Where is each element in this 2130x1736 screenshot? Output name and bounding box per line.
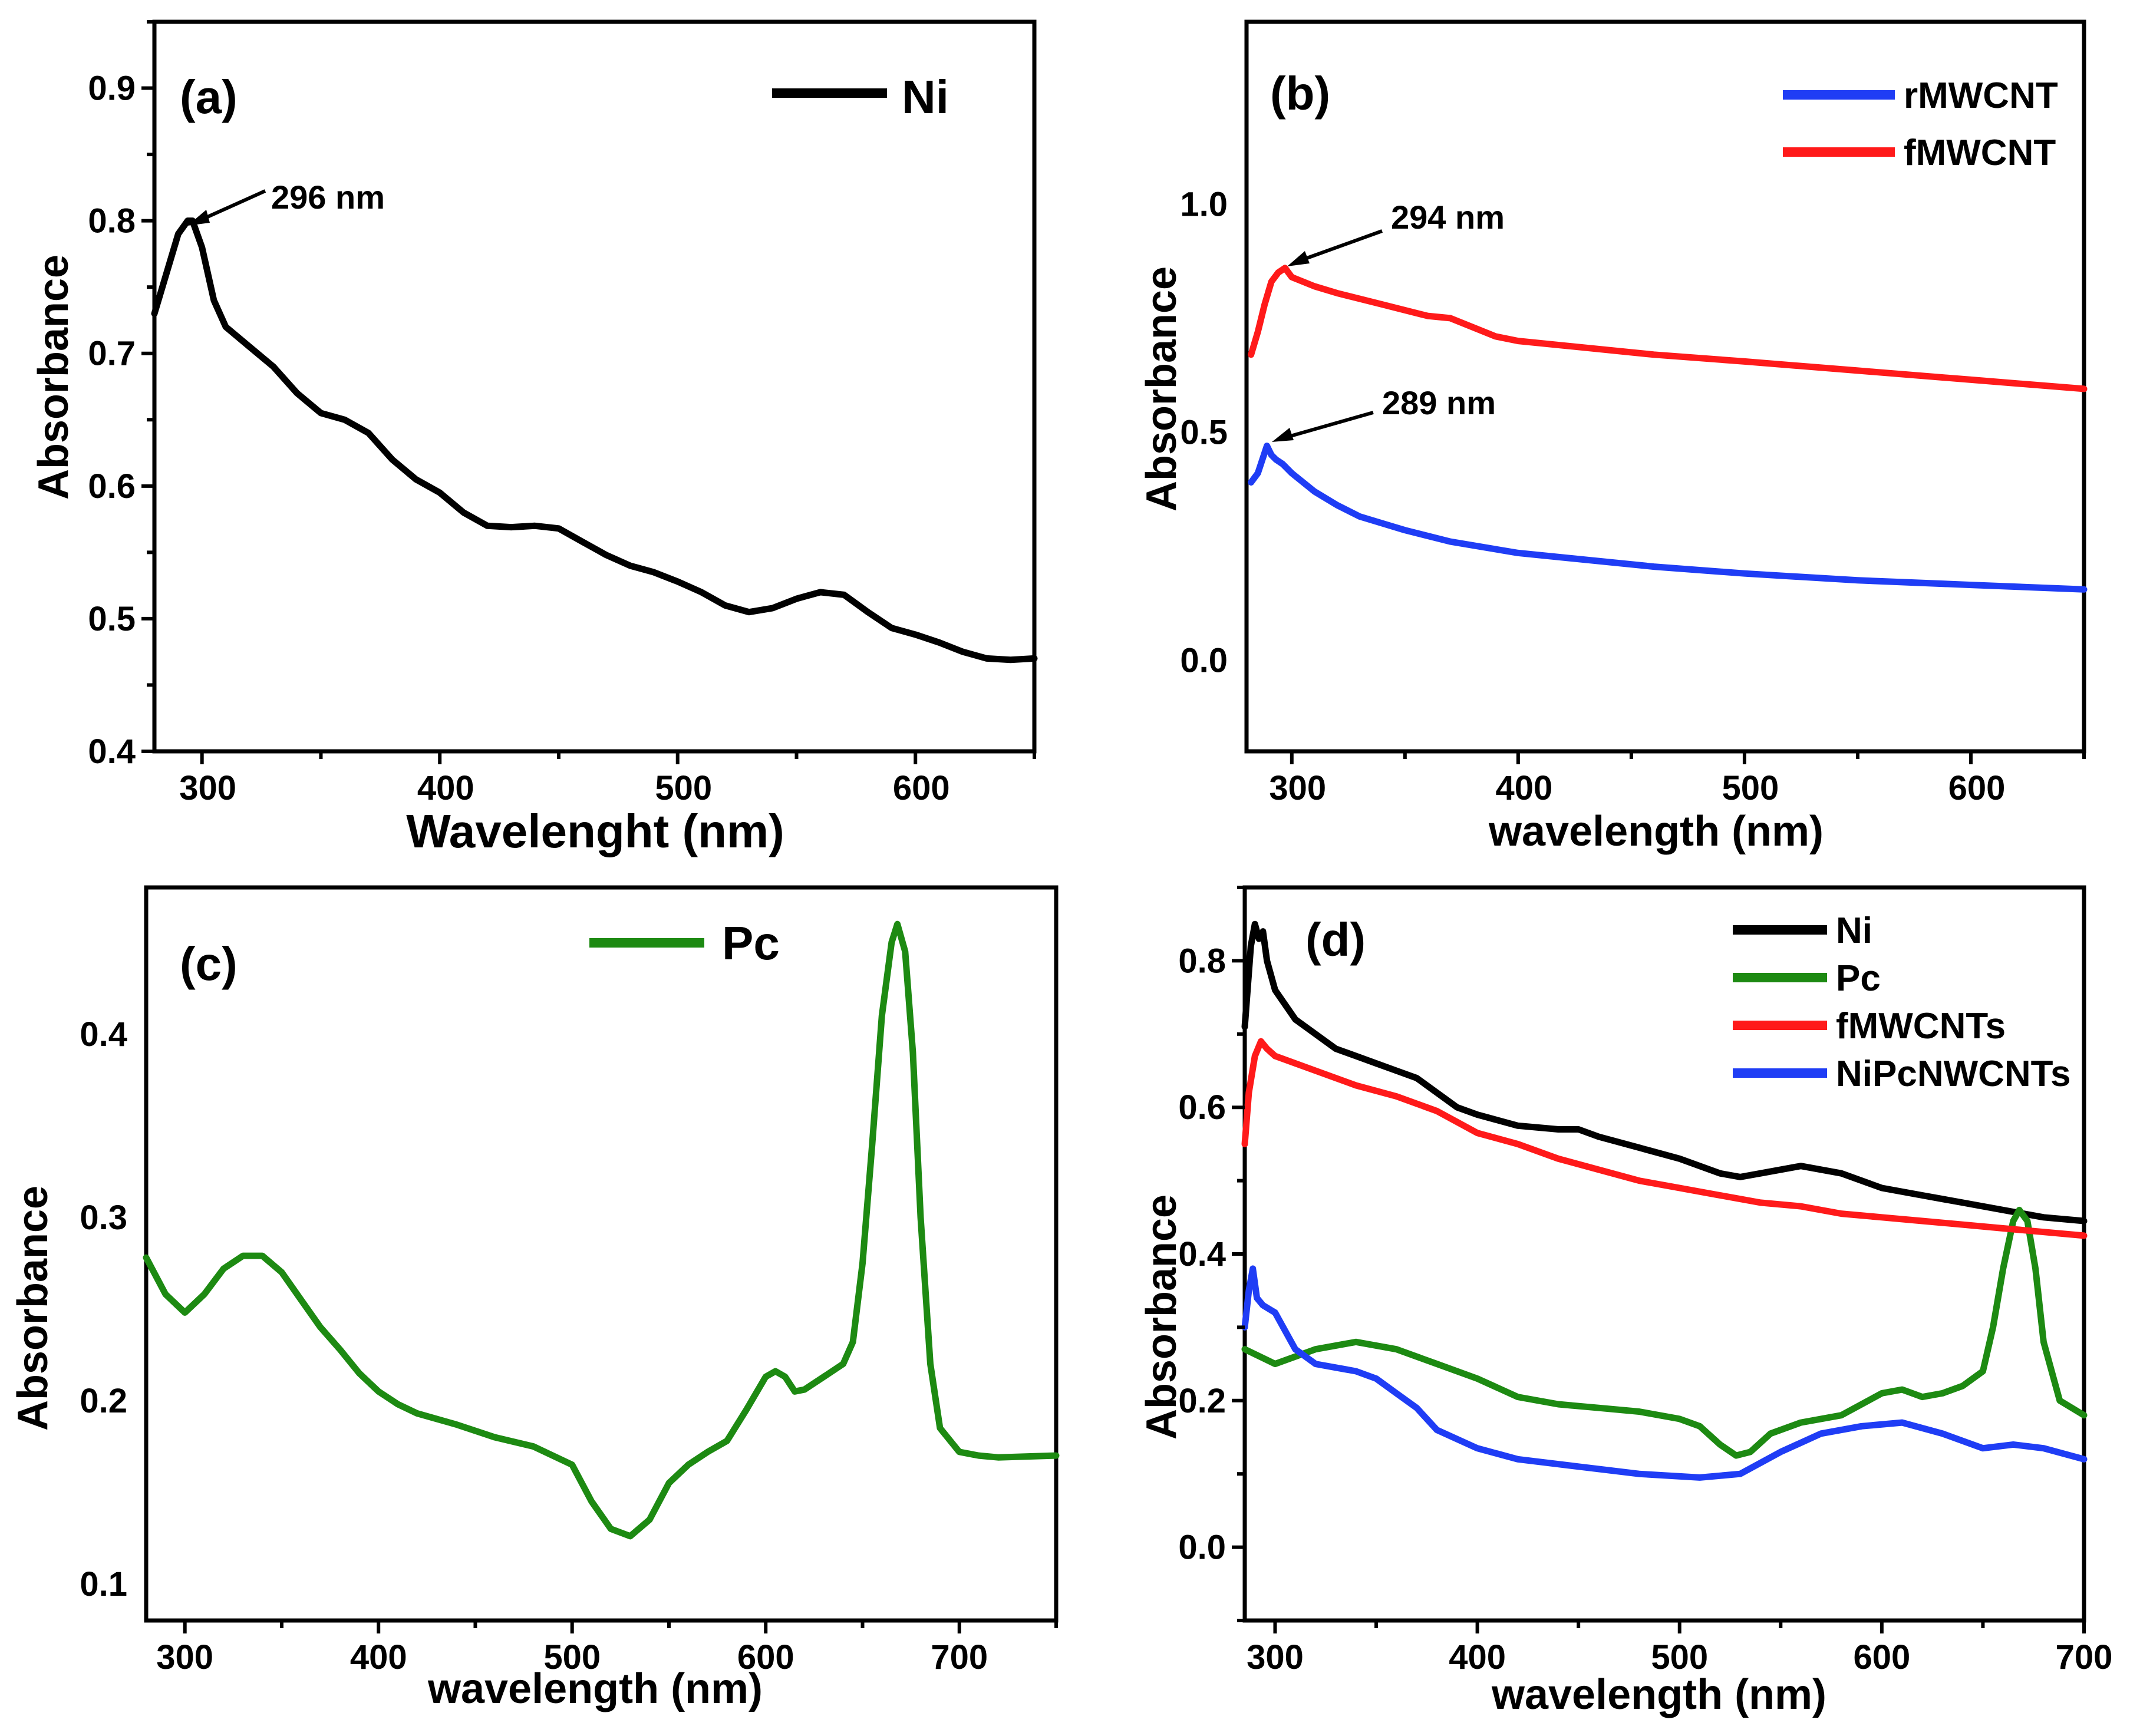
panel-label: (a) bbox=[180, 71, 238, 123]
legend-label: Pc bbox=[722, 917, 780, 969]
x-tick-label: 300 bbox=[156, 1638, 213, 1676]
panel-label: (b) bbox=[1270, 67, 1330, 120]
y-tick-label: 0.5 bbox=[88, 600, 136, 638]
annotation-arrowhead bbox=[1272, 428, 1294, 442]
series-line-ni bbox=[151, 217, 1038, 664]
legend-label: NiPcNWCNTs bbox=[1836, 1054, 2070, 1094]
y-tick-label: 1.0 bbox=[1180, 186, 1228, 224]
xlabel: wavelength (nm) bbox=[1488, 808, 1824, 855]
plot-frame bbox=[144, 885, 1059, 1623]
series-line-ni bbox=[1241, 920, 2088, 1225]
y-tick-label: 0.6 bbox=[88, 467, 136, 506]
ylabel: Absorbance bbox=[30, 255, 77, 500]
y-tick-label: 0.6 bbox=[1178, 1088, 1226, 1127]
x-tick-label: 500 bbox=[655, 769, 712, 807]
y-tick-label: 0.2 bbox=[80, 1382, 127, 1420]
xlabel: wavelength (nm) bbox=[427, 1665, 763, 1712]
y-tick-label: 0.0 bbox=[1178, 1529, 1226, 1567]
annotation: 296 nm bbox=[271, 179, 385, 216]
y-tick-label: 0.4 bbox=[80, 1015, 127, 1054]
legend-label: Ni bbox=[1836, 910, 1872, 951]
plot-frame bbox=[1242, 885, 2086, 1623]
y-tick-label: 0.4 bbox=[1178, 1235, 1226, 1273]
y-tick-label: 0.0 bbox=[1180, 641, 1228, 679]
panel-d: Absorbance wavelength (nm) (d) Ni Pc fMW… bbox=[1138, 885, 2113, 1718]
x-tick-label: 600 bbox=[737, 1638, 794, 1676]
x-tick-label: 500 bbox=[1722, 769, 1779, 807]
xlabel: wavelength (nm) bbox=[1491, 1671, 1826, 1718]
x-tick-label: 400 bbox=[1495, 769, 1552, 807]
x-tick-label: 600 bbox=[893, 769, 950, 807]
x-tick-label: 300 bbox=[1247, 1638, 1304, 1676]
x-tick-label: 700 bbox=[931, 1638, 988, 1676]
x-tick-label: 700 bbox=[2056, 1638, 2113, 1676]
y-tick-label: 0.1 bbox=[80, 1565, 127, 1603]
panel-c: Absorbance wavelength (nm) (c) Pc 300 400… bbox=[9, 885, 1060, 1712]
legend-label: rMWCNT bbox=[1904, 75, 2058, 116]
ylabel: Absorbance bbox=[1138, 266, 1185, 511]
x-tick-label: 400 bbox=[417, 769, 474, 807]
legend-label: fMWCNTs bbox=[1836, 1006, 2006, 1047]
y-tick-label: 0.5 bbox=[1180, 413, 1228, 451]
y-tick-label: 0.3 bbox=[80, 1199, 127, 1237]
y-tick-label: 0.7 bbox=[88, 335, 136, 373]
y-tick-label: 0.9 bbox=[88, 70, 136, 108]
ylabel: Absorbance bbox=[1138, 1194, 1185, 1440]
y-tick-label: 0.8 bbox=[88, 202, 136, 240]
legend-label: Ni bbox=[902, 71, 949, 123]
x-tick-label: 400 bbox=[1449, 1638, 1506, 1676]
series-line-pc bbox=[1241, 1206, 2088, 1459]
panel-a: Absorbance Wavelenght (nm) (a) Ni 296 nm… bbox=[30, 19, 1038, 857]
annotation: 294 nm bbox=[1391, 199, 1505, 236]
ylabel: Absorbance bbox=[9, 1186, 57, 1431]
x-tick-label: 300 bbox=[1269, 769, 1326, 807]
y-tick-label: 0.4 bbox=[88, 732, 136, 771]
series-line-rmwcnt bbox=[1248, 443, 2088, 593]
panel-b: Absorbance wavelength (nm) (b) rMWCNT fM… bbox=[1138, 19, 2088, 855]
legend-label: fMWCNT bbox=[1904, 133, 2056, 173]
annotation-arrowhead bbox=[1287, 251, 1310, 266]
plot-frame bbox=[152, 19, 1037, 754]
annotation-arrow bbox=[1294, 229, 1383, 264]
x-tick-label: 600 bbox=[1853, 1638, 1910, 1676]
xlabel: Wavelenght (nm) bbox=[406, 805, 784, 857]
series-line-nipcnwcnts bbox=[1241, 1265, 2088, 1481]
annotation: 289 nm bbox=[1382, 384, 1496, 421]
x-tick-label: 500 bbox=[543, 1638, 601, 1676]
legend-label: Pc bbox=[1836, 958, 1881, 999]
x-tick-label: 400 bbox=[350, 1638, 407, 1676]
y-tick-label: 0.2 bbox=[1178, 1382, 1226, 1420]
x-tick-label: 500 bbox=[1651, 1638, 1708, 1676]
x-tick-label: 600 bbox=[1948, 769, 2006, 807]
series-line-fmwcnt bbox=[1248, 265, 2088, 392]
x-tick-label: 300 bbox=[179, 769, 236, 807]
annotation-arrow bbox=[1280, 411, 1374, 441]
series-line-fmwcnts bbox=[1241, 1038, 2088, 1239]
series-line-pc bbox=[143, 920, 1060, 1540]
plot-frame bbox=[1244, 19, 2086, 754]
panel-label: (c) bbox=[180, 938, 238, 990]
y-tick-label: 0.8 bbox=[1178, 942, 1226, 980]
panel-label: (d) bbox=[1305, 913, 1366, 966]
